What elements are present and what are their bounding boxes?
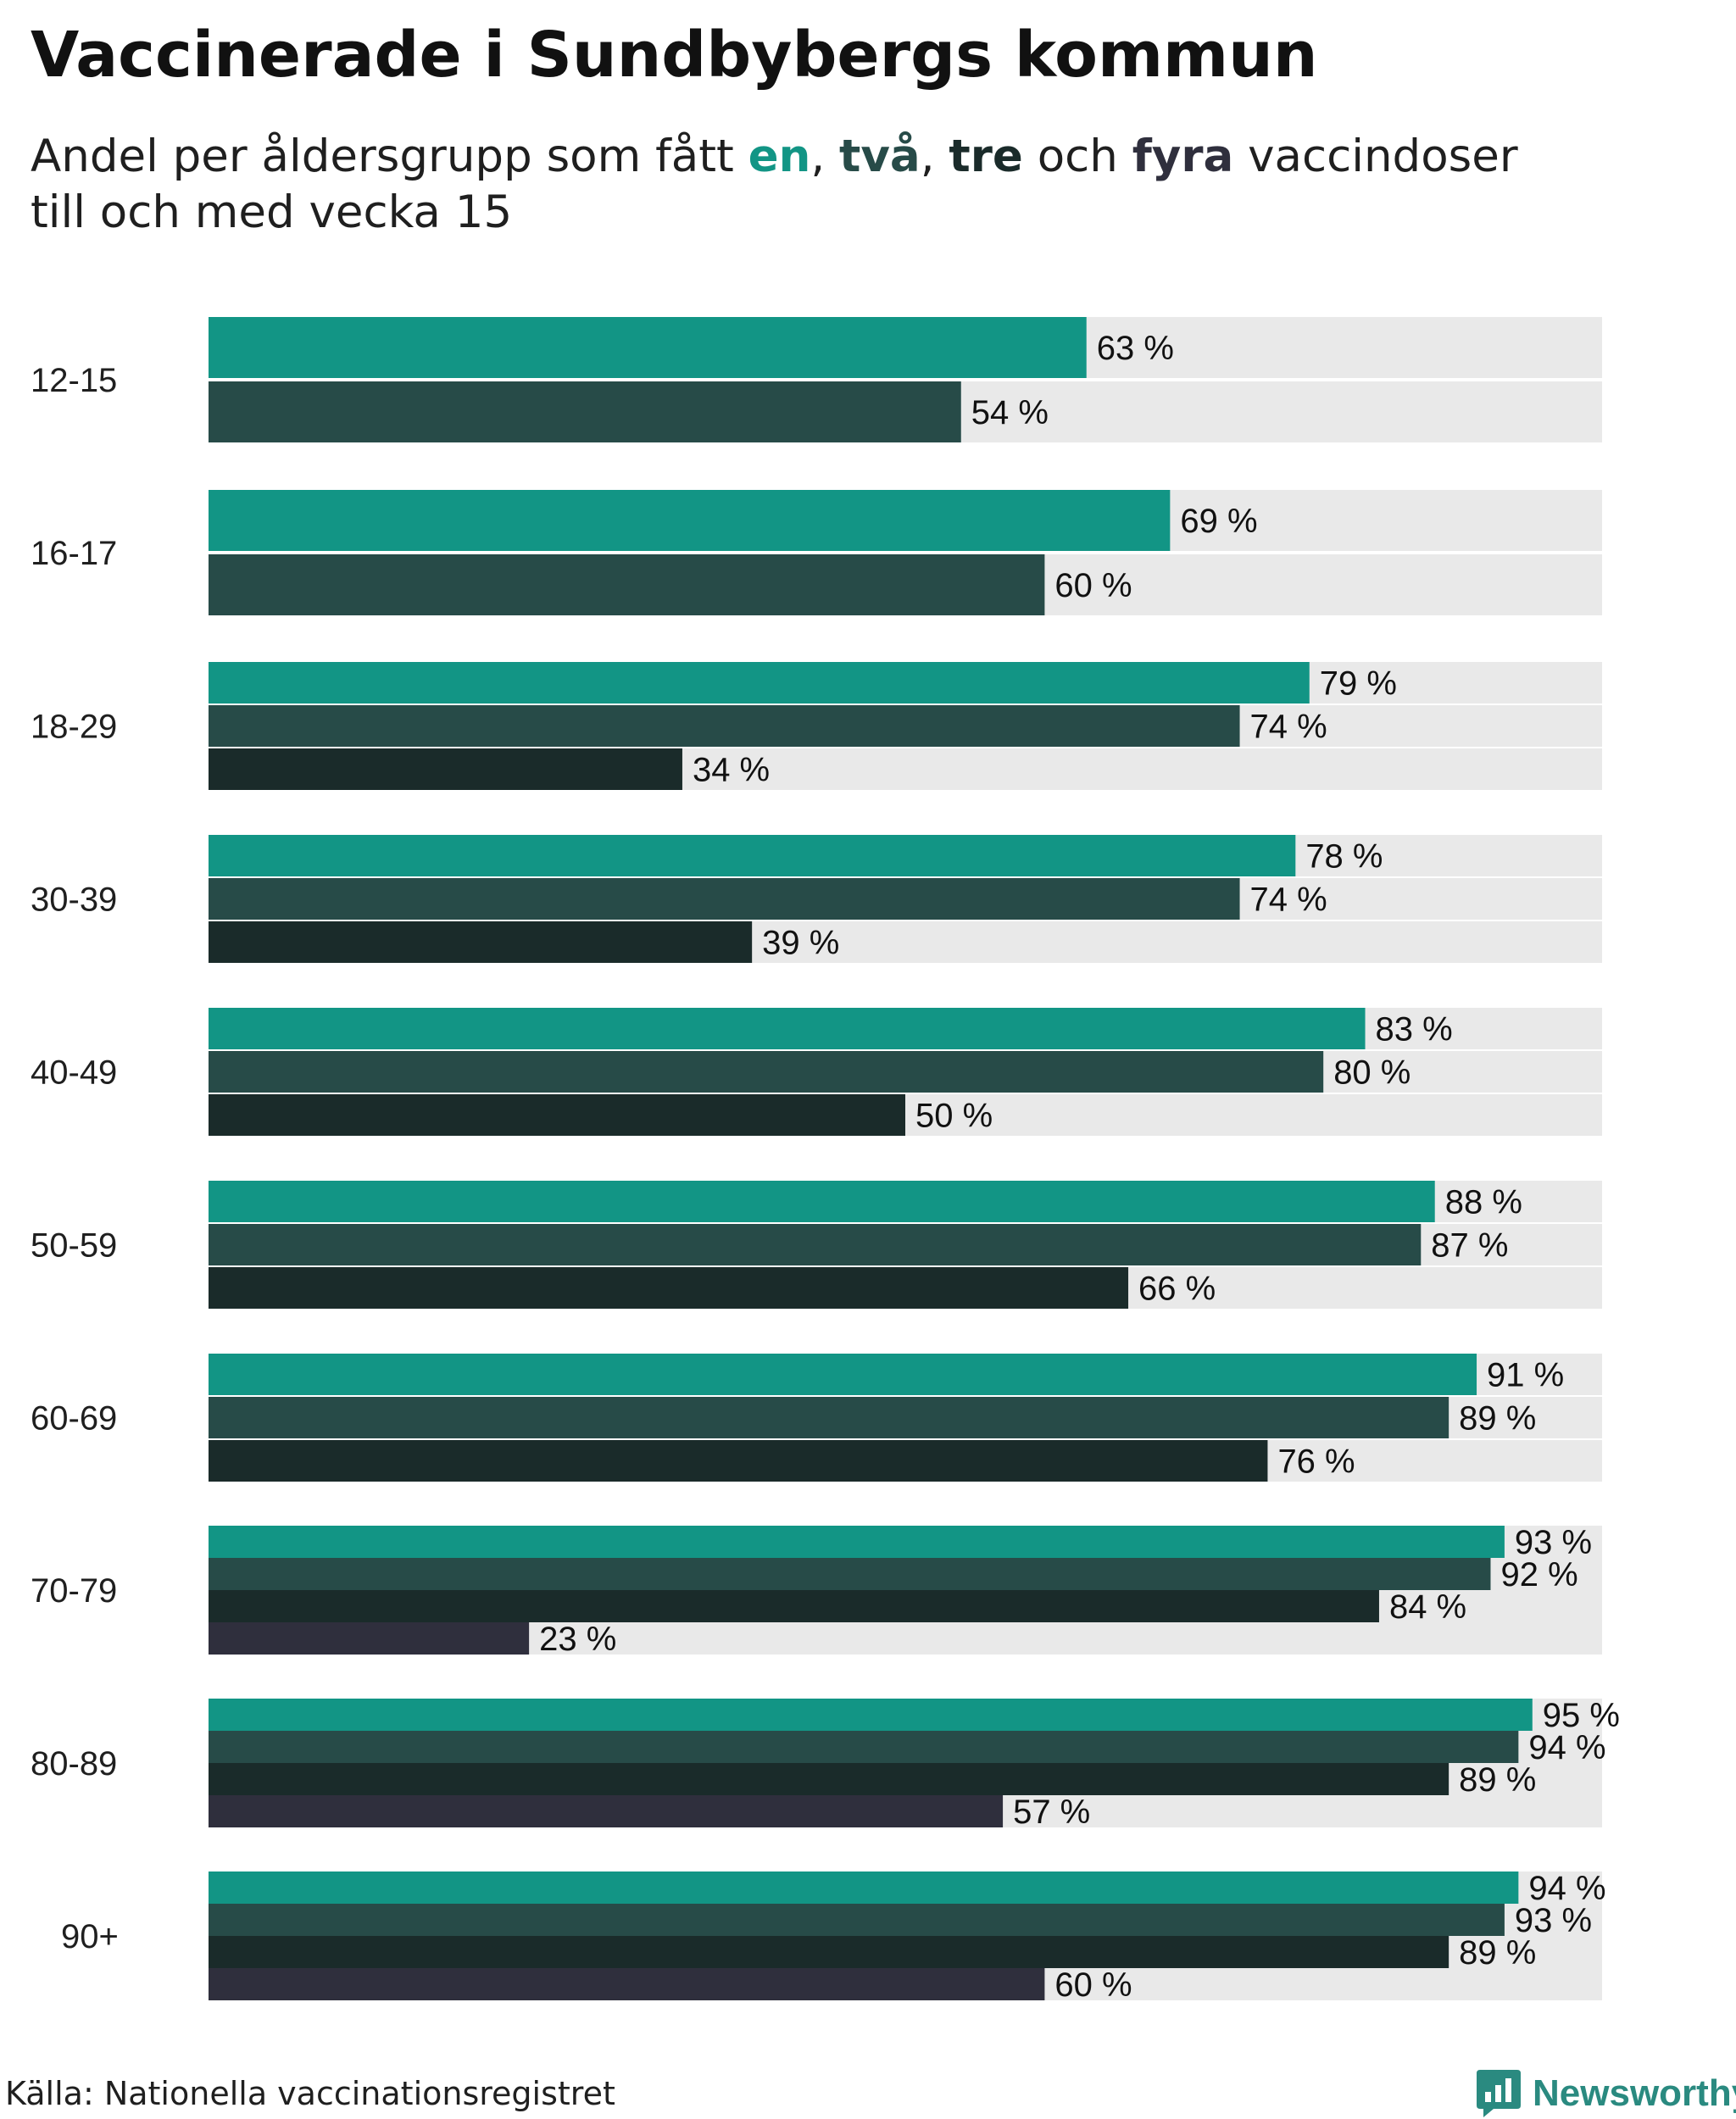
data-label: 94 % (1528, 1729, 1605, 1766)
age-group-label: 70-79 (31, 1572, 117, 1610)
data-label: 84 % (1389, 1588, 1466, 1626)
data-label: 94 % (1528, 1870, 1605, 1907)
bar-en (209, 1699, 1533, 1731)
age-group-label: 12-15 (31, 362, 117, 399)
bar-fyra (209, 1622, 530, 1655)
data-label: 34 % (693, 752, 770, 789)
age-group-label: 16-17 (31, 535, 117, 572)
age-group-label: 18-29 (31, 709, 117, 746)
bar-en (209, 1872, 1519, 1904)
bar-tre (209, 1590, 1379, 1622)
bar-chart: 12-15 63 % 54 % 16-17 69 % 60 % 18-29 79 % 74 % 3… (31, 317, 1620, 2004)
bar-två (209, 878, 1240, 920)
bar-tre (209, 1936, 1449, 1968)
bar-tre (209, 921, 753, 963)
bar-en (209, 1181, 1435, 1222)
data-label: 50 % (915, 1098, 993, 1135)
bar-två (209, 554, 1045, 615)
data-label: 92 % (1500, 1556, 1577, 1593)
chart-title: Vaccinerade i Sundbybergs kommun (31, 19, 1318, 92)
bar-tre (209, 1440, 1268, 1482)
data-label: 87 % (1431, 1227, 1508, 1265)
data-label: 66 % (1138, 1271, 1216, 1308)
bar-två (209, 705, 1240, 747)
bar-en (209, 835, 1296, 876)
data-label: 60 % (1054, 1966, 1132, 2004)
data-label: 74 % (1250, 709, 1327, 746)
bar-tre (209, 748, 682, 790)
subtitle-separator: , (920, 131, 935, 182)
bar-en (209, 1008, 1366, 1049)
age-group-label: 30-39 (31, 882, 117, 919)
data-label: 63 % (1097, 330, 1174, 367)
age-group-label: 60-69 (31, 1400, 117, 1438)
bar-två (209, 1051, 1324, 1093)
data-label: 23 % (539, 1621, 616, 1658)
subtitle-separator: , (810, 131, 826, 182)
data-label: 57 % (1013, 1794, 1090, 1831)
legend-dose-one: en (748, 131, 811, 182)
subtitle-suffix: vaccindoser (1248, 131, 1518, 182)
bar-fyra (209, 1795, 1004, 1827)
source-note: Källa: Nationella vaccinationsregistret (5, 2075, 615, 2112)
bar-en (209, 317, 1087, 378)
legend-dose-three: tre (949, 131, 1023, 182)
bar-två (209, 1397, 1449, 1438)
data-label: 89 % (1459, 1934, 1536, 1972)
data-label: 78 % (1305, 838, 1383, 876)
bar-två (209, 1558, 1491, 1590)
data-label: 74 % (1250, 882, 1327, 919)
legend-dose-two: två (839, 131, 921, 182)
data-label: 80 % (1333, 1054, 1410, 1092)
bar-en (209, 1354, 1477, 1395)
bar-två (209, 381, 961, 442)
data-label: 95 % (1543, 1697, 1620, 1734)
data-label: 93 % (1515, 1902, 1592, 1939)
bar-två (209, 1224, 1422, 1265)
age-group-label: 50-59 (31, 1227, 117, 1265)
subtitle-conjunction: och (1037, 131, 1118, 182)
age-group-label: 80-89 (31, 1745, 117, 1783)
brand-logo: Newsworthy (1475, 2068, 1736, 2119)
data-label: 54 % (971, 394, 1049, 431)
bar-två (209, 1731, 1519, 1763)
brand-name: Newsworthy (1533, 2072, 1736, 2114)
data-label: 93 % (1515, 1524, 1592, 1561)
data-label: 89 % (1459, 1400, 1536, 1438)
subtitle-prefix: Andel per åldersgrupp som fått (31, 131, 734, 182)
age-group-label: 90+ (61, 1918, 119, 1955)
data-label: 69 % (1180, 503, 1257, 540)
data-label: 89 % (1459, 1761, 1536, 1799)
bar-en (209, 662, 1310, 704)
legend-dose-four: fyra (1132, 131, 1234, 182)
data-label: 91 % (1487, 1357, 1564, 1394)
newsworthy-icon (1477, 2070, 1521, 2117)
bar-tre (209, 1267, 1129, 1309)
data-label: 39 % (762, 925, 839, 962)
age-group-label: 40-49 (31, 1054, 117, 1092)
data-label: 60 % (1054, 567, 1132, 604)
subtitle-line-two: till och med vecka 15 (31, 186, 513, 238)
bar-tre (209, 1094, 905, 1136)
bar-fyra (209, 1968, 1045, 2000)
chart-subtitle: Andel per åldersgrupp som fått en, två, … (31, 129, 1641, 241)
bar-två (209, 1904, 1505, 1936)
data-label: 88 % (1445, 1184, 1522, 1221)
data-label: 76 % (1277, 1443, 1355, 1481)
bar-en (209, 490, 1171, 551)
bar-en (209, 1526, 1505, 1558)
data-label: 83 % (1376, 1011, 1453, 1048)
bar-tre (209, 1763, 1449, 1795)
data-label: 79 % (1320, 665, 1397, 703)
